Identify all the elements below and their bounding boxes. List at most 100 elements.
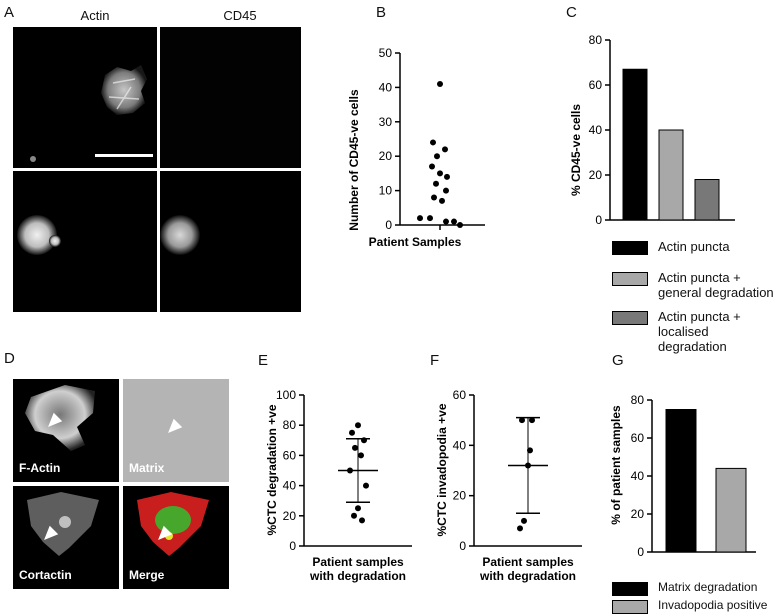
- micrograph-f-actin: F-Actin: [13, 379, 119, 482]
- chart-f-y-tick-label: 0: [459, 539, 466, 553]
- chart-b-y-tick-label: 0: [385, 218, 392, 232]
- chart-c-bar: [622, 68, 648, 221]
- panel-letter-b: B: [376, 4, 387, 21]
- chart-e-point: [363, 482, 369, 489]
- legend-g-label-1: Invadopodia positive: [658, 598, 768, 612]
- chart-e-xlabel-1: Patient samples: [312, 555, 404, 569]
- chart-b-point: [431, 194, 437, 201]
- chart-e-point: [349, 429, 355, 436]
- label-cortactin: Cortactin: [19, 568, 72, 582]
- chart-c-y-tick-label: 60: [589, 78, 603, 92]
- chart-e-point: [355, 422, 361, 429]
- cd45-round-cell-image: [160, 215, 200, 255]
- chart-b-point: [442, 146, 448, 153]
- chart-b-y-tick-label: 30: [379, 115, 393, 129]
- chart-c-bar: [658, 129, 684, 221]
- chart-e-y-tick-label: 60: [283, 448, 297, 462]
- micrograph-cd45-top: [160, 27, 301, 168]
- label-f-actin: F-Actin: [19, 461, 61, 475]
- chart-b-point: [433, 180, 439, 187]
- chart-b-point: [430, 139, 436, 146]
- chart-b-y-tick-label: 20: [379, 149, 393, 163]
- cortactin-cell-image: [27, 492, 99, 556]
- chart-g: 0 20 40 60 80 % of patient samples: [609, 393, 756, 559]
- actin-cell-image: [30, 65, 153, 162]
- legend-g-label-0: Matrix degradation: [658, 580, 758, 594]
- chart-b: 0 10 20 30 40 50 Patient Samples Number of CD…: [347, 46, 485, 249]
- legend-c-label-2: Actin puncta + localised degradation: [658, 309, 741, 354]
- chart-b-point: [451, 218, 457, 225]
- f-actin-cell-image: [25, 385, 95, 451]
- chart-b-point: [429, 163, 435, 170]
- legend-c-item-1: Actin puncta + general degradation: [612, 270, 774, 300]
- chart-e-point: [358, 452, 364, 459]
- legend-g-swatch-0: [612, 582, 648, 596]
- chart-b-ylabel: Number of CD45-ve cells: [347, 89, 361, 231]
- merge-cell-image: [137, 492, 209, 556]
- panel-letter-c: C: [566, 4, 577, 21]
- legend-c-swatch-2: [612, 311, 648, 325]
- chart-f-y-tick-label: 20: [453, 489, 467, 503]
- chart-b-point: [439, 197, 445, 204]
- chart-g-y-tick-label: 20: [631, 507, 645, 521]
- legend-c-label-1: Actin puncta + general degradation: [658, 270, 774, 300]
- chart-e-point: [355, 505, 361, 512]
- chart-b-y-tick-label: 10: [379, 184, 393, 198]
- chart-e-point: [351, 512, 357, 519]
- chart-f: 0 20 40 60 %CTC invadopodia +ve Patient sam…: [435, 388, 582, 583]
- panel-letter-a: A: [4, 4, 15, 21]
- chart-b-y-tick-label: 40: [379, 80, 393, 94]
- chart-f-xlabel-2: with degradation: [479, 569, 576, 583]
- arrowhead-icon: [163, 418, 183, 438]
- chart-b-point: [437, 170, 443, 177]
- micrograph-matrix: Matrix: [123, 379, 229, 482]
- chart-b-point: [434, 153, 440, 160]
- chart-e: 0 20 40 60 80 100 %CTC degradation +ve Patien…: [265, 388, 412, 583]
- chart-b-point: [427, 215, 433, 222]
- chart-c: 0 20 40 60 80 % CD45-ve cells: [569, 33, 735, 227]
- chart-e-y-tick-label: 0: [289, 539, 296, 553]
- chart-e-y-tick-label: 100: [276, 388, 296, 402]
- chart-b-point: [457, 222, 463, 228]
- legend-g-swatch-1: [612, 600, 648, 614]
- chart-c-y-tick-label: 0: [595, 213, 602, 227]
- chart-b-xlabel: Patient Samples: [369, 235, 462, 249]
- chart-b-point: [443, 187, 449, 194]
- chart-f-point: [519, 417, 525, 424]
- panel-letter-e: E: [258, 352, 269, 369]
- chart-e-y-tick-label: 80: [283, 418, 297, 432]
- chart-e-xlabel-2: with degradation: [309, 569, 406, 583]
- micrograph-actin-bottom: [13, 171, 157, 312]
- chart-g-y-tick-label: 60: [631, 431, 645, 445]
- chart-g-bar: [665, 409, 697, 553]
- chart-e-y-tick-label: 20: [283, 509, 297, 523]
- chart-f-ylabel: %CTC invadopodia +ve: [435, 403, 449, 536]
- chart-e-ylabel: %CTC degradation +ve: [265, 404, 279, 535]
- micrograph-merge: Merge: [123, 486, 229, 589]
- micrograph-cortactin: Cortactin: [13, 486, 119, 589]
- legend-c-item-2: Actin puncta + localised degradation: [612, 309, 777, 354]
- chart-g-y-tick-label: 80: [631, 393, 645, 407]
- label-matrix: Matrix: [129, 461, 165, 475]
- chart-f-xlabel-1: Patient samples: [482, 555, 574, 569]
- legend-g-item-0: Matrix degradation: [612, 580, 757, 596]
- chart-f-point: [517, 525, 523, 532]
- chart-f-point: [529, 417, 535, 424]
- chart-e-point: [352, 444, 358, 451]
- chart-c-y-tick-label: 20: [589, 168, 603, 182]
- label-merge: Merge: [129, 568, 165, 582]
- chart-b-point: [444, 173, 450, 180]
- panel-letter-g: G: [612, 352, 624, 369]
- chart-c-ylabel: % CD45-ve cells: [569, 104, 583, 196]
- chart-f-y-tick-label: 40: [453, 438, 467, 452]
- legend-g-item-1: Invadopodia positive: [612, 598, 767, 614]
- column-label-cd45: CD45: [223, 8, 257, 23]
- scale-bar: [95, 154, 153, 157]
- chart-f-y-tick-label: 60: [453, 388, 467, 402]
- chart-g-bar: [715, 467, 747, 553]
- chart-c-y-tick-label: 80: [589, 33, 603, 47]
- panel-letter-f: F: [430, 352, 440, 369]
- micrograph-actin-top: [13, 27, 157, 168]
- chart-c-y-tick-label: 40: [589, 123, 603, 137]
- chart-c-bar: [694, 179, 720, 221]
